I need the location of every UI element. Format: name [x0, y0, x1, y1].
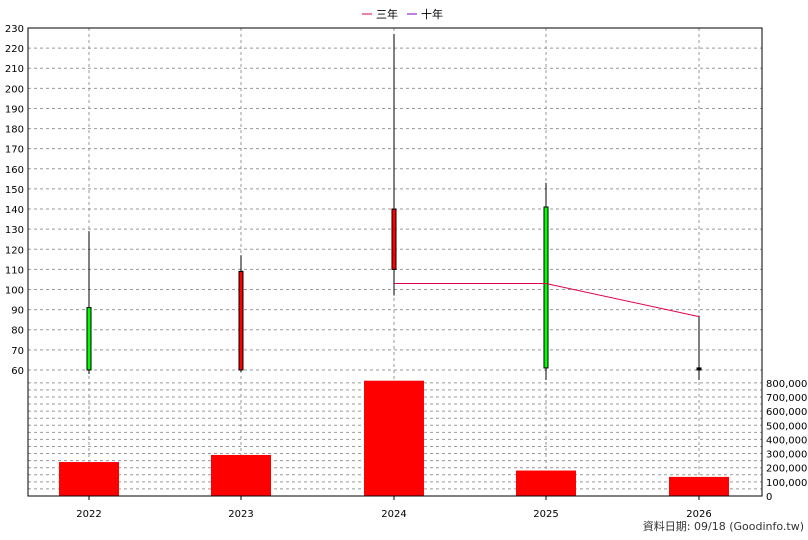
volume-tick-label: 300,000	[766, 450, 807, 461]
price-tick-label: 210	[5, 64, 24, 75]
volume-bar	[59, 462, 119, 496]
series-line-三年	[394, 282, 700, 318]
candle-body	[543, 206, 549, 369]
volume-tick-label: 500,000	[766, 421, 807, 432]
x-tick-label: 2022	[76, 509, 101, 520]
axis-layer: 60 70 80 90 100 110 120 130 140 150 160 170 180 190 20…	[5, 24, 807, 520]
data-date-footer: 資料日期: 09/18 (Goodinfo.tw)	[642, 520, 804, 533]
volume-tick-label: 800,000	[766, 379, 807, 390]
legend-label: 十年	[421, 7, 443, 21]
x-tick-label: 2023	[228, 509, 253, 520]
candle-body	[696, 367, 702, 371]
candle	[391, 34, 397, 296]
plot-frame	[27, 27, 763, 497]
volume-tick-label: 0	[766, 492, 772, 503]
price-panel	[86, 34, 702, 380]
volume-tick-label: 600,000	[766, 407, 807, 418]
x-tick-label: 2026	[686, 509, 711, 520]
price-tick-label: 200	[5, 84, 24, 95]
x-tick-label: 2025	[533, 509, 558, 520]
volume-tick-label: 400,000	[766, 435, 807, 446]
price-tick-label: 80	[11, 326, 24, 337]
price-tick-label: 170	[5, 145, 24, 156]
volume-bar	[211, 454, 271, 496]
price-tick-label: 120	[5, 245, 24, 256]
volume-tick-label: 200,000	[766, 464, 807, 475]
price-tick-label: 220	[5, 44, 24, 55]
price-tick-label: 180	[5, 125, 24, 136]
volume-bar	[669, 476, 729, 496]
candle-body	[391, 208, 397, 270]
volume-panel	[59, 380, 729, 496]
price-tick-label: 140	[5, 205, 24, 216]
price-tick-label: 160	[5, 165, 24, 176]
price-tick-label: 230	[5, 24, 24, 35]
candle	[543, 182, 549, 380]
volume-bar	[516, 470, 576, 496]
price-tick-label: 190	[5, 104, 24, 115]
volume-tick-label: 100,000	[766, 478, 807, 489]
volume-tick-label: 700,000	[766, 393, 807, 404]
price-tick-label: 60	[11, 366, 24, 377]
price-tick-label: 70	[11, 346, 24, 357]
volume-bar	[364, 380, 424, 496]
price-tick-label: 130	[5, 225, 24, 236]
price-tick-label: 150	[5, 185, 24, 196]
candle	[696, 315, 702, 380]
x-tick-label: 2024	[381, 509, 406, 520]
price-tick-label: 100	[5, 285, 24, 296]
candle	[238, 255, 244, 372]
candle	[86, 231, 92, 374]
price-tick-label: 110	[5, 265, 24, 276]
legend-label: 三年	[376, 7, 398, 21]
legend: 三年 十年	[362, 7, 443, 21]
candle-body	[86, 307, 92, 371]
price-tick-label: 90	[11, 306, 24, 317]
candle-body	[238, 270, 244, 371]
